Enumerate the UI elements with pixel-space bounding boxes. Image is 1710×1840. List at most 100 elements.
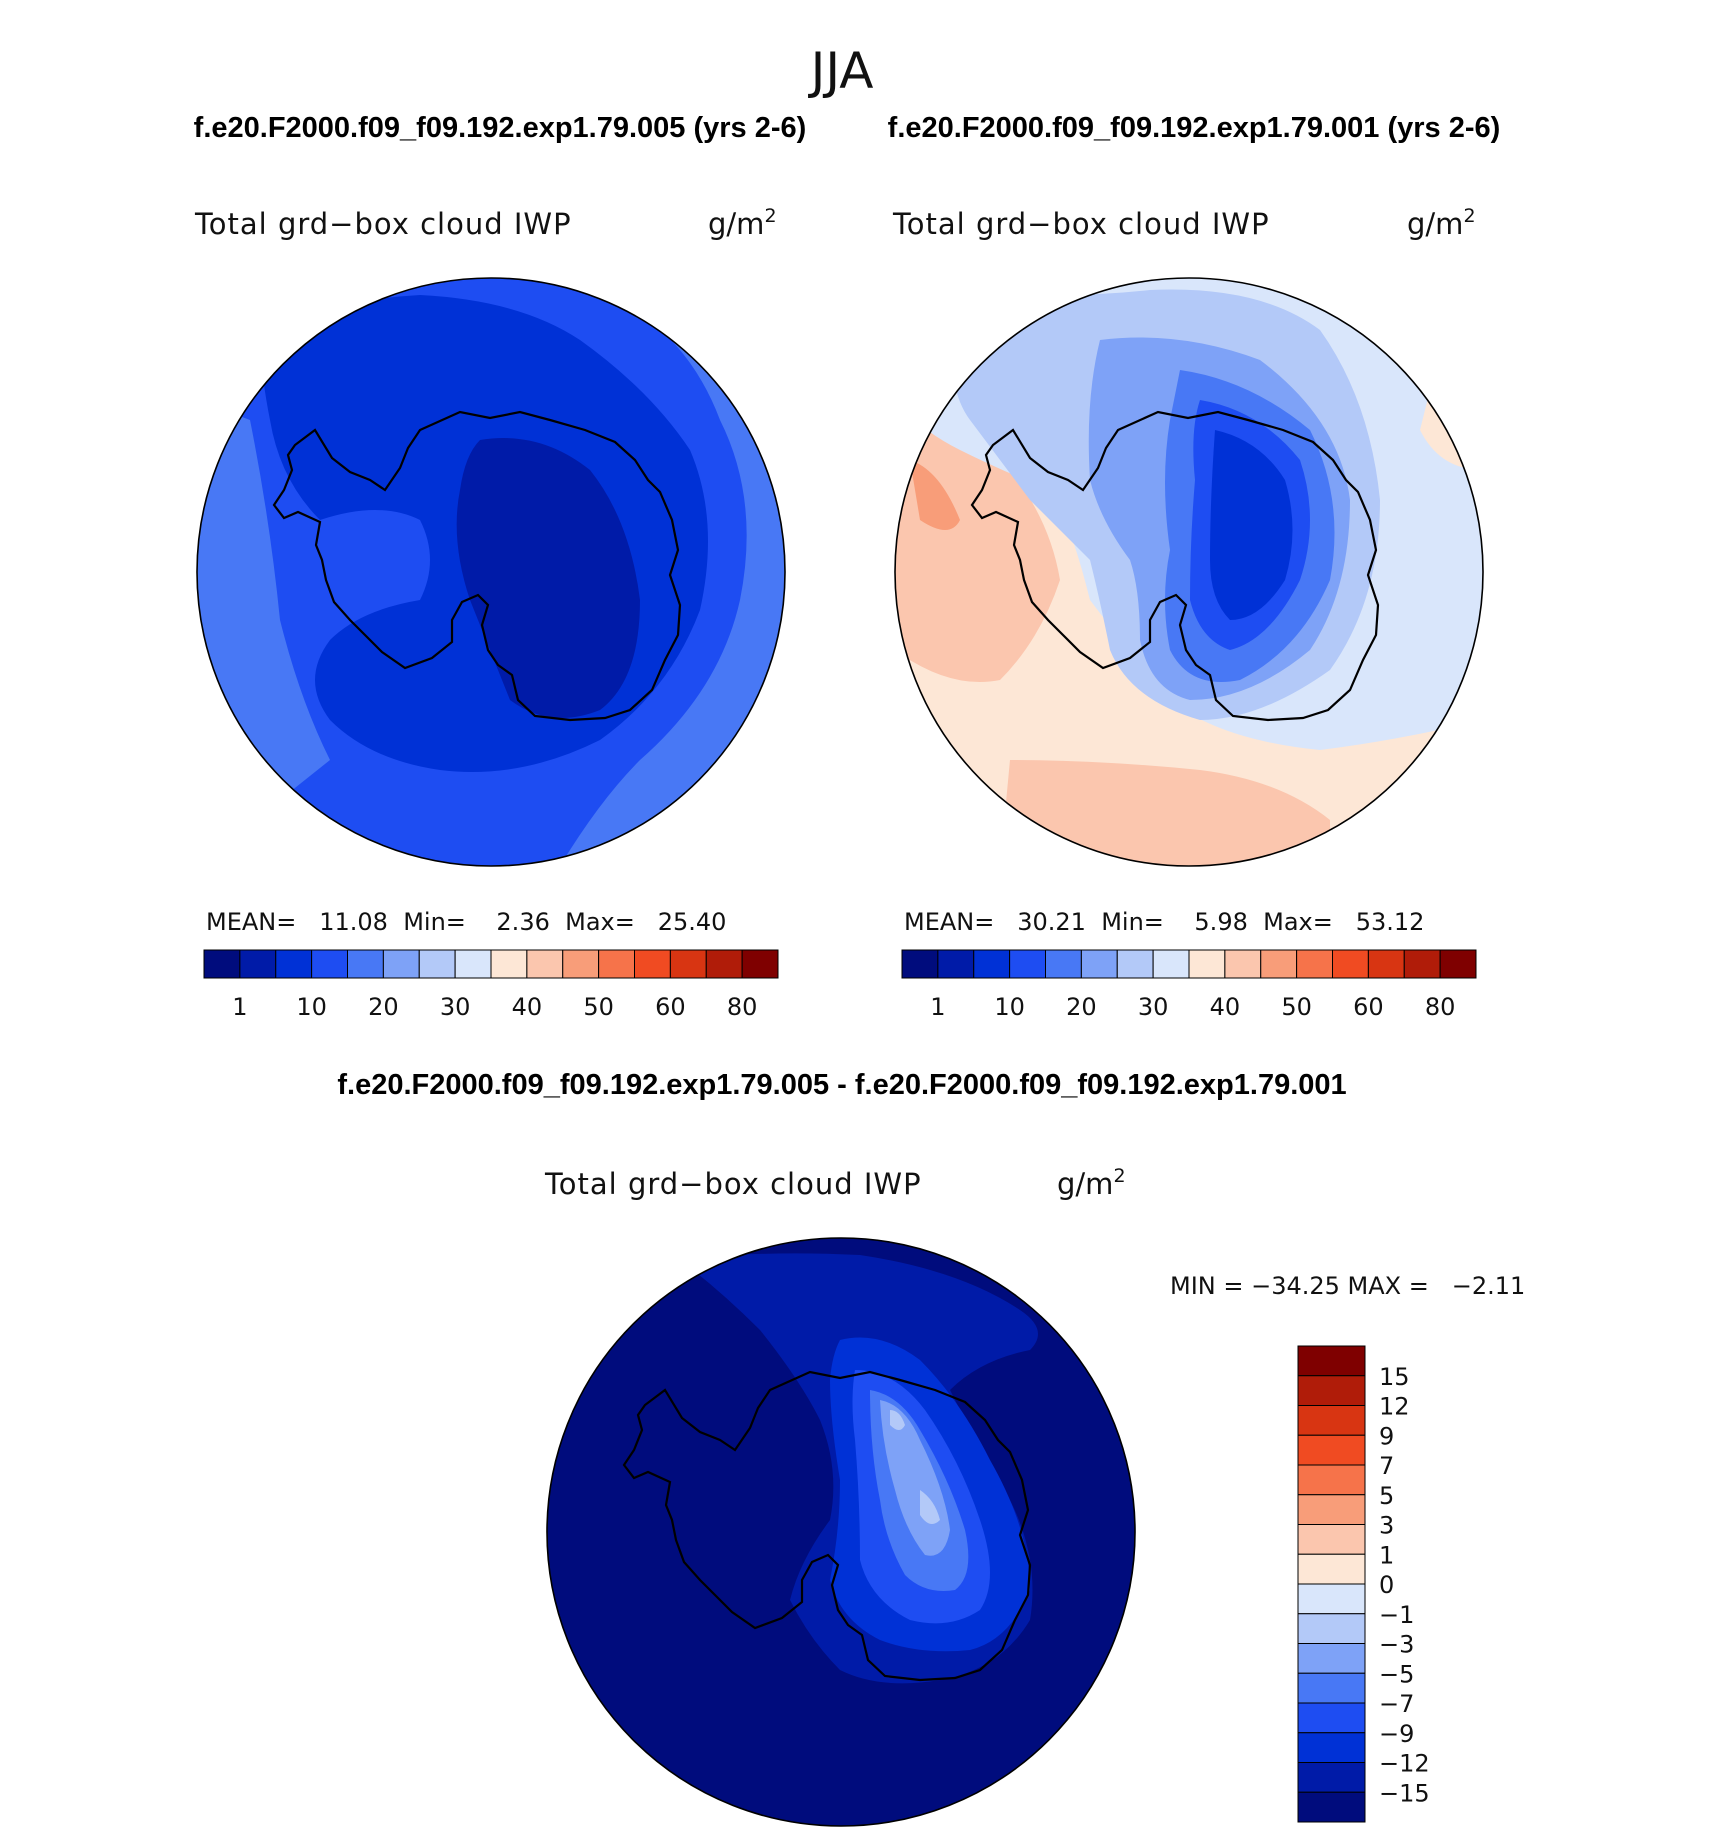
colorbar-swatch: [1080, 949, 1118, 979]
colorbar-tick-label: 10: [994, 993, 1025, 1021]
colorbar-swatch: [1297, 1375, 1366, 1406]
panel-diff: Total grd−box cloud IWP g/m2 MIN = −34.2…: [544, 1165, 1525, 1827]
colorbar-tick-label: 50: [1281, 993, 1312, 1021]
colorbar-swatch: [1297, 1464, 1366, 1496]
colorbar-swatch: [1297, 1643, 1366, 1674]
colorbar-tick-label: −7: [1379, 1690, 1414, 1718]
case-left-label: f.e20.F2000.f09_f09.192.exp1.79.005 (yrs…: [194, 112, 807, 144]
colorbar-swatch: [741, 949, 779, 979]
colorbar-swatch: [1297, 1702, 1366, 1734]
colorbar-tick-label: 3: [1379, 1512, 1394, 1540]
colorbar-tick-label: −1: [1379, 1601, 1414, 1629]
colorbar-swatch: [1297, 1762, 1366, 1793]
colorbar-swatch: [1297, 1672, 1366, 1704]
field-band: [890, 1410, 940, 1524]
colorbar-swatch: [1439, 949, 1477, 979]
case-right-label: f.e20.F2000.f09_f09.192.exp1.79.001 (yrs…: [888, 112, 1501, 144]
colorbar-swatch: [275, 949, 313, 979]
colorbar-tick-label: −12: [1379, 1750, 1430, 1778]
colorbar-swatch: [203, 949, 241, 979]
map-case2-border: [894, 277, 1484, 867]
colorbar-case1: 1 10 20 30 40 50 60 80: [203, 949, 779, 1021]
colorbar-tick-label: −9: [1379, 1720, 1414, 1748]
colorbar-swatch: [526, 949, 564, 979]
colorbar-swatch: [634, 949, 671, 979]
colorbar-swatch: [418, 949, 456, 979]
panel-case1-variable: Total grd−box cloud IWP: [194, 207, 572, 241]
colorbar-tick-label: 40: [1210, 993, 1241, 1021]
colorbar-swatch: [1296, 949, 1333, 979]
colorbar-swatch: [311, 949, 348, 979]
colorbar-swatch: [1188, 949, 1226, 979]
season-title: JJA: [808, 42, 874, 100]
colorbar-swatch: [669, 949, 707, 979]
map-diff-border: [546, 1237, 1136, 1827]
colorbar-swatch: [490, 949, 528, 979]
colorbar-tick-label: 1: [930, 993, 945, 1021]
panel-diff-stats: MIN = −34.25 MAX = −2.11: [1170, 1272, 1525, 1300]
map-diff: [547, 1238, 1135, 1826]
colorbar-swatch: [598, 949, 635, 979]
colorbar-tick-label: 9: [1379, 1422, 1394, 1450]
colorbar-tick-label: 30: [440, 993, 471, 1021]
colorbar-swatch: [1297, 1583, 1366, 1615]
map-case1: [197, 278, 785, 866]
colorbar-tick-label: 20: [1066, 993, 1097, 1021]
colorbar-swatch: [1332, 949, 1369, 979]
field-band: [500, 278, 785, 866]
colorbar-case2: 1 10 20 30 40 50 60 80: [901, 949, 1477, 1021]
colorbar-swatch: [562, 949, 600, 979]
map-case1-border: [196, 277, 786, 867]
colorbar-swatch: [347, 949, 384, 979]
colorbar-swatch: [1297, 1613, 1366, 1644]
panel-case1: Total grd−box cloud IWP g/m2 MEAN= 11.08…: [194, 205, 786, 1021]
colorbar-tick-label: −15: [1379, 1779, 1430, 1807]
map-case2: [895, 278, 1483, 866]
colorbar-tick-label: 30: [1138, 993, 1169, 1021]
field-band: [910, 460, 960, 530]
colorbar-tick-label: −3: [1379, 1631, 1414, 1659]
colorbar-swatch: [705, 949, 743, 979]
field-band: [456, 438, 640, 718]
colorbar-tick-label: 60: [1353, 993, 1384, 1021]
panel-case2-stats: MEAN= 30.21 Min= 5.98 Max= 53.12: [904, 908, 1424, 936]
colorbar-tick-label: 10: [296, 993, 327, 1021]
colorbar-swatch: [1297, 1434, 1366, 1466]
colorbar-swatch: [1297, 1732, 1366, 1763]
colorbar-swatch: [1009, 949, 1046, 979]
colorbar-swatch: [1297, 1494, 1366, 1525]
colorbar-tick-label: −5: [1379, 1660, 1414, 1688]
colorbar-tick-label: 60: [655, 993, 686, 1021]
colorbar-swatch: [239, 949, 277, 979]
colorbar-swatch: [1224, 949, 1262, 979]
diff-label: f.e20.F2000.f09_f09.192.exp1.79.005 - f.…: [337, 1069, 1346, 1101]
colorbar-swatch: [454, 949, 492, 979]
colorbar-swatch: [1297, 1345, 1366, 1377]
panel-case1-units: g/m2: [708, 205, 777, 241]
colorbar-swatch: [1367, 949, 1405, 979]
colorbar-swatch: [1403, 949, 1441, 979]
colorbar-tick-label: 7: [1379, 1452, 1394, 1480]
colorbar-tick-label: 20: [368, 993, 399, 1021]
colorbar-tick-label: 40: [512, 993, 543, 1021]
colorbar-swatch: [1297, 1791, 1366, 1823]
colorbar-tick-label: 80: [727, 993, 758, 1021]
colorbar-swatch: [1260, 949, 1298, 979]
colorbar-tick-label: 50: [583, 993, 614, 1021]
colorbar-tick-label: 80: [1425, 993, 1456, 1021]
colorbar-swatch: [973, 949, 1011, 979]
colorbar-swatch: [937, 949, 975, 979]
colorbar-tick-label: 1: [232, 993, 247, 1021]
colorbar-swatch: [1116, 949, 1154, 979]
colorbar-swatch: [1297, 1405, 1366, 1436]
colorbar-swatch: [1297, 1524, 1366, 1555]
colorbar-swatch: [1045, 949, 1082, 979]
colorbar-swatch: [1152, 949, 1190, 979]
colorbar-tick-label: 1: [1379, 1541, 1394, 1569]
panel-case1-stats: MEAN= 11.08 Min= 2.36 Max= 25.40: [206, 908, 726, 936]
field-band: [1210, 430, 1293, 620]
colorbar-tick-label: 5: [1379, 1482, 1394, 1510]
field-band: [1000, 760, 1330, 866]
